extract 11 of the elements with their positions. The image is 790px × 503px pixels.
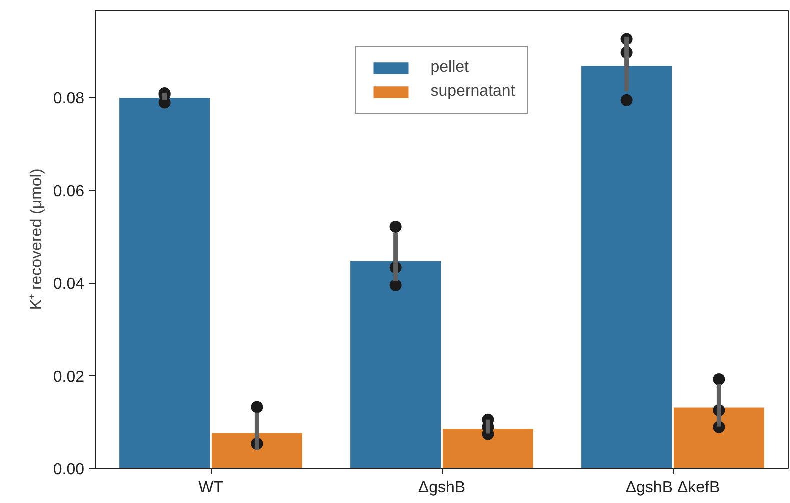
y-tick-label: 0.04 xyxy=(53,276,85,294)
legend-label: pellet xyxy=(430,59,469,77)
x-tick-label: ΔgshB ΔkefB xyxy=(626,480,720,496)
y-tick-label: 0.02 xyxy=(53,368,85,386)
legend-label: supernatant xyxy=(430,83,516,101)
x-tick-label: WT xyxy=(198,480,224,496)
x-tick-label: ΔgshB xyxy=(418,480,466,496)
y-tick-label: 0.00 xyxy=(53,462,85,478)
y-axis-title: K⁺ recovered (μmol) xyxy=(28,168,46,310)
y-tick-label: 0.08 xyxy=(53,90,85,108)
y-tick-label: 0.06 xyxy=(53,183,85,200)
